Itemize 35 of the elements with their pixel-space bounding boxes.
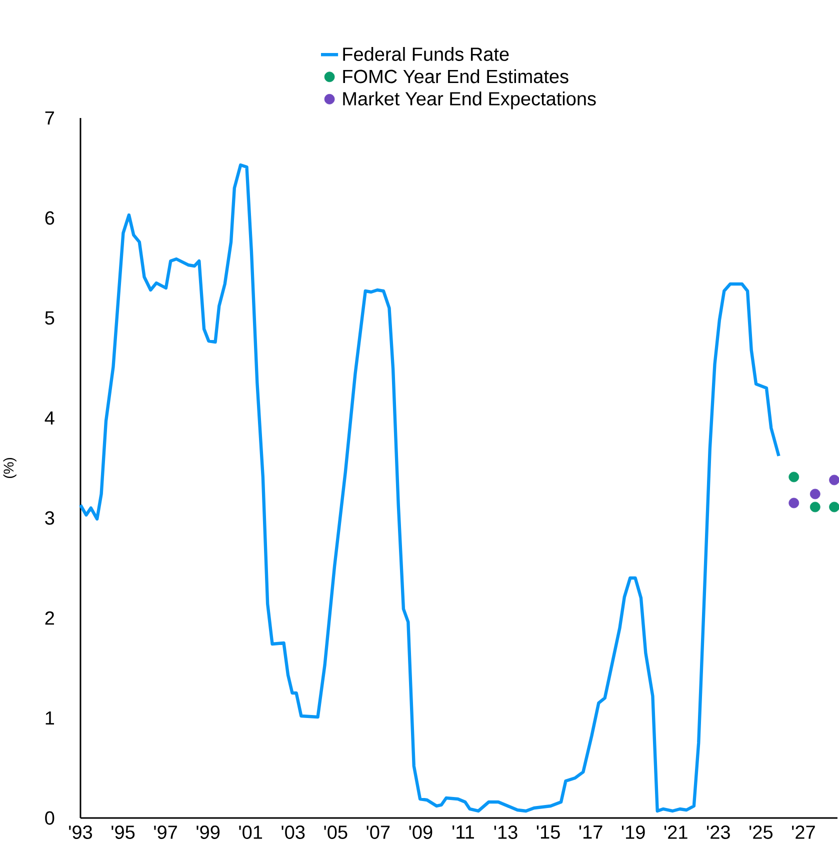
x-tick-label: '19 [622,826,645,839]
legend-label: Federal Funds Rate [343,46,509,61]
point [788,498,799,508]
x-tick-label: '25 [749,826,772,839]
legend-label: Market Year End Expectations [343,92,596,110]
y-tick-label: 6 [45,211,54,225]
x-tick-label: '13 [494,826,518,839]
x-tick-label: '23 [706,826,730,839]
point [788,472,799,482]
x-tick-label: '97 [154,826,177,839]
x-tick-label: '07 [366,826,390,839]
y-tick-label: 3 [44,511,54,525]
y-tick-label: 5 [45,311,54,325]
x-tick-label: '09 [409,826,432,839]
x-tick-label: '93 [68,826,92,839]
line-series [78,163,780,813]
y-tick-label: 4 [44,411,54,425]
x-tick-label: '95 [111,826,134,839]
x-tick-label: '15 [536,826,560,839]
x-tick-label: '21 [664,826,688,839]
y-axis-title: (%) [3,458,16,478]
y-tick-label: 7 [45,111,54,125]
y-tick-label: 2 [45,611,54,625]
y-tick-label: 0 [44,811,54,825]
x-tick-label: '17 [579,826,602,839]
legend-label: FOMC Year End Estimates [343,69,568,84]
x-tick-label: '27 [792,826,815,839]
x-tick-label: '03 [282,826,305,839]
x-tick-label: '05 [324,826,348,839]
x-tick-label: '99 [196,826,220,839]
point [810,488,820,500]
point [810,502,820,512]
y-tick-label: 1 [46,711,54,725]
x-tick-label: '01 [239,826,262,839]
x-tick-label: '11 [452,826,474,839]
